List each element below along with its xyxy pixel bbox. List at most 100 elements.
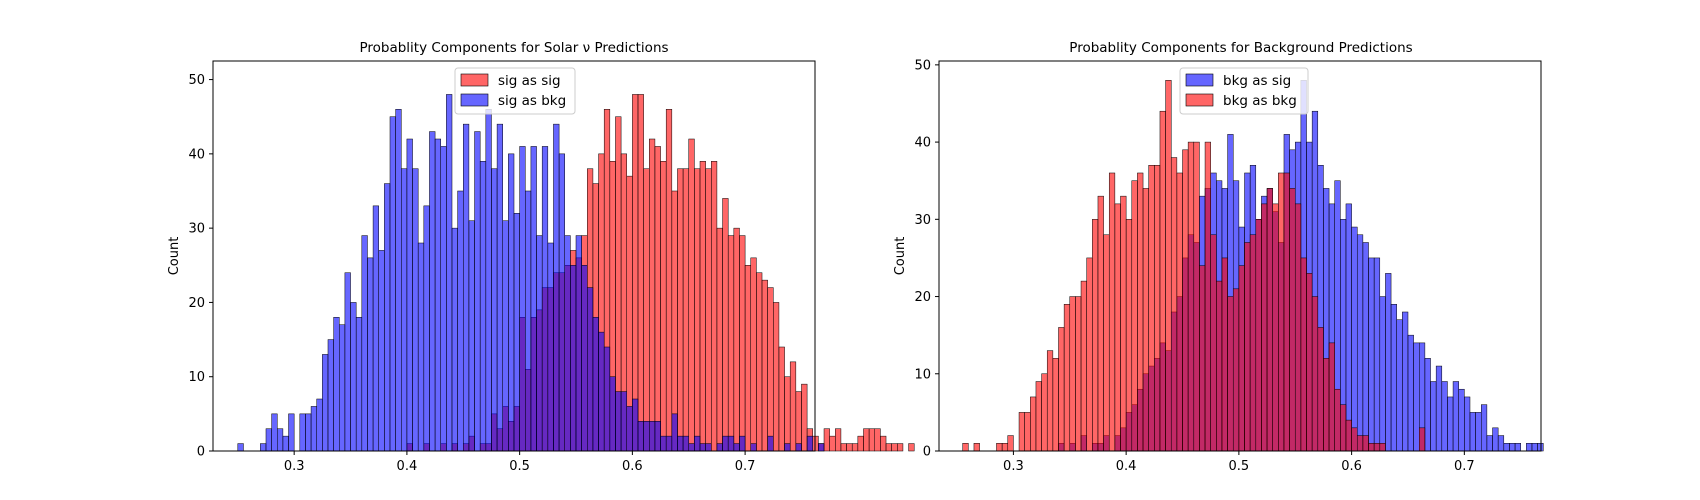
histogram-bar: [1486, 435, 1493, 452]
histogram-bar: [541, 146, 549, 452]
histogram-bar: [339, 324, 346, 452]
histogram-bar: [818, 443, 825, 452]
histogram-bar: [429, 131, 436, 452]
histogram-bar: [1413, 342, 1420, 452]
plot-area: [237, 94, 915, 452]
histogram-bar: [1435, 365, 1443, 452]
histogram-bar: [1531, 443, 1538, 452]
histogram-bar: [1030, 396, 1037, 452]
histogram-bar: [401, 168, 408, 452]
histogram-bar: [1452, 381, 1459, 452]
histogram-bar: [378, 250, 385, 452]
histogram-bar: [1199, 265, 1206, 452]
histogram-bar: [417, 242, 425, 452]
histogram-bar: [973, 443, 980, 452]
histogram-bar: [840, 443, 847, 452]
histogram-bar: [694, 435, 701, 452]
histogram-bar: [344, 272, 351, 452]
x-tick-label: 0.4: [397, 459, 418, 474]
histogram-bar: [1379, 296, 1386, 452]
histogram-bar: [756, 272, 763, 452]
histogram-bar: [440, 146, 447, 452]
histogram-bar: [558, 153, 565, 452]
histogram-bar: [880, 435, 887, 452]
histogram-bar: [305, 413, 312, 452]
x-tick-label: 0.7: [735, 459, 756, 474]
histogram-bar: [1509, 443, 1516, 452]
axes-frame: [938, 60, 1542, 452]
histogram-bar: [575, 235, 582, 452]
histogram-bar: [485, 109, 492, 452]
histogram-bar: [1148, 165, 1155, 452]
histogram-bar: [677, 168, 684, 452]
histogram-bar: [1385, 273, 1392, 452]
histogram-bar: [1142, 188, 1149, 452]
histogram-bar: [1261, 203, 1268, 452]
histogram-bar: [536, 235, 543, 452]
histogram-bar: [626, 406, 633, 452]
histogram-bar: [237, 443, 244, 452]
histogram-bar: [637, 94, 644, 452]
histogram-bar: [1170, 157, 1178, 452]
histogram-bar: [395, 109, 402, 452]
histogram-bar: [372, 205, 379, 452]
histogram-bar: [1362, 242, 1369, 452]
legend-swatch-sig-as-bkg: [460, 93, 489, 107]
histogram-bar: [874, 428, 881, 452]
y-tick-label: 30: [914, 213, 931, 228]
y-tick-label: 20: [914, 290, 931, 305]
histogram-bar: [1204, 141, 1211, 452]
histogram-bar: [1351, 226, 1358, 452]
histogram-bar: [406, 138, 413, 452]
histogram-bar: [857, 435, 864, 452]
histogram-bar: [1368, 257, 1375, 452]
x-tick-label: 0.5: [509, 459, 530, 474]
histogram-bar: [767, 287, 774, 452]
histogram-bar: [1238, 265, 1245, 452]
histogram-bar: [1041, 373, 1048, 452]
histogram-bar: [789, 361, 797, 452]
histogram-bar: [1114, 203, 1121, 452]
legend-label-sig-as-sig: sig as sig: [498, 73, 561, 89]
histogram-bar: [739, 235, 746, 452]
histogram-bar: [530, 146, 537, 452]
histogram-bar: [316, 398, 323, 452]
histogram-bar: [1210, 234, 1217, 452]
histogram-bar: [277, 428, 284, 452]
histogram-bar: [643, 421, 650, 452]
histogram-bar: [1379, 443, 1386, 452]
legend-label-sig-as-bkg: sig as bkg: [498, 93, 566, 109]
x-tick-label: 0.6: [622, 459, 643, 474]
histogram-bar: [1052, 358, 1059, 452]
histogram-bar: [1311, 296, 1319, 452]
histogram-bar: [1001, 443, 1009, 452]
histogram-bar: [660, 161, 667, 452]
histogram-bar: [1125, 219, 1133, 452]
histogram-bar: [773, 302, 780, 452]
histogram-bar: [795, 443, 802, 452]
histogram-bar: [1216, 280, 1223, 452]
legend: bkg as sig bkg as bkg: [1179, 67, 1309, 115]
y-tick-label: 0: [197, 445, 205, 460]
legend-label-bkg-as-bkg: bkg as bkg: [1223, 93, 1297, 109]
histogram-bar: [1492, 427, 1499, 452]
histogram-bar: [355, 317, 363, 452]
histogram-bar: [1356, 435, 1364, 452]
histogram-bar: [434, 138, 441, 452]
histogram-bar: [310, 406, 317, 452]
histogram-bar: [829, 435, 836, 452]
histogram-bar: [1120, 195, 1127, 452]
y-tick-label: 20: [188, 296, 205, 311]
histogram-bar: [750, 443, 757, 452]
histogram-bar: [885, 443, 892, 452]
histogram-bar: [1232, 288, 1240, 452]
histogram-bar: [1390, 304, 1397, 452]
x-axis: 0.3 0.4 0.5 0.6 0.7: [284, 451, 756, 474]
histogram-bar: [1159, 110, 1166, 452]
histogram-bar: [716, 227, 723, 452]
histogram-bar: [1046, 350, 1054, 452]
histogram-bar: [1497, 435, 1505, 452]
histogram-bar: [784, 376, 791, 452]
histogram-bar: [699, 161, 706, 452]
